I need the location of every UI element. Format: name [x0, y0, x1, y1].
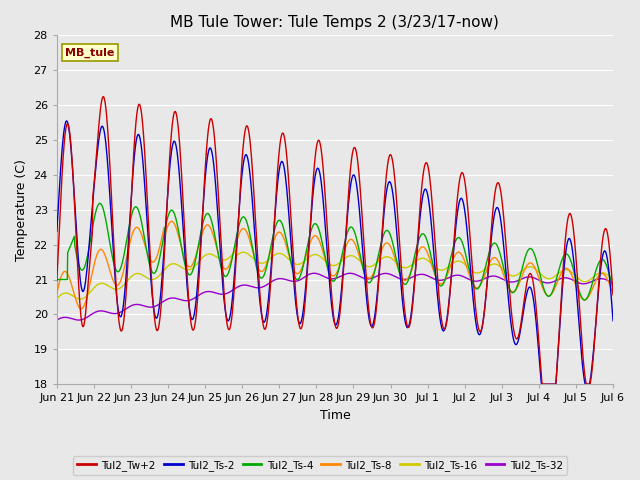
X-axis label: Time: Time [319, 409, 350, 422]
Y-axis label: Temperature (C): Temperature (C) [15, 159, 28, 261]
Text: MB_tule: MB_tule [65, 48, 115, 58]
Title: MB Tule Tower: Tule Temps 2 (3/23/17-now): MB Tule Tower: Tule Temps 2 (3/23/17-now… [170, 15, 499, 30]
Legend: Tul2_Tw+2, Tul2_Ts-2, Tul2_Ts-4, Tul2_Ts-8, Tul2_Ts-16, Tul2_Ts-32: Tul2_Tw+2, Tul2_Ts-2, Tul2_Ts-4, Tul2_Ts… [73, 456, 567, 475]
